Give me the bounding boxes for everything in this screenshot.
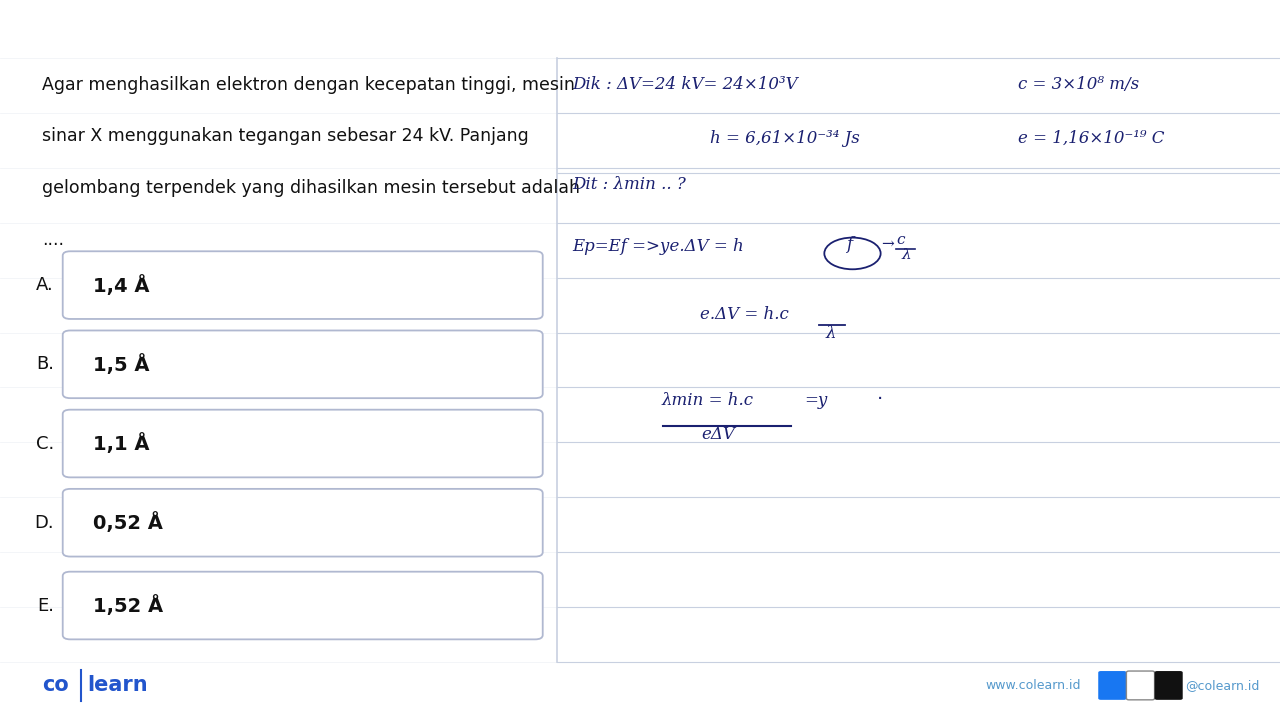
Text: Dit : λmin .. ?: Dit : λmin .. ? (572, 176, 686, 194)
Text: 0,52 Å: 0,52 Å (93, 512, 164, 534)
Text: gelombang terpendek yang dihasilkan mesin tersebut adalah: gelombang terpendek yang dihasilkan mesi… (42, 179, 580, 197)
Text: e.ΔV = h.c: e.ΔV = h.c (700, 306, 788, 323)
Text: sinar X menggunakan tegangan sebesar 24 kV. Panjang: sinar X menggunakan tegangan sebesar 24 … (42, 127, 529, 145)
Text: learn: learn (87, 675, 147, 696)
Text: 1,4 Å: 1,4 Å (93, 274, 150, 296)
Text: h = 6,61×10⁻³⁴ Js: h = 6,61×10⁻³⁴ Js (710, 130, 860, 147)
Text: λ: λ (901, 248, 911, 261)
Text: Agar menghasilkan elektron dengan kecepatan tinggi, mesin: Agar menghasilkan elektron dengan kecepa… (42, 76, 575, 94)
Text: eΔV: eΔV (701, 426, 735, 444)
Text: @colearn.id: @colearn.id (1185, 679, 1260, 692)
Text: c: c (896, 233, 905, 247)
Text: Dik : ΔV=24 kV= 24×10³V: Dik : ΔV=24 kV= 24×10³V (572, 76, 797, 93)
Text: C.: C. (36, 434, 54, 452)
FancyBboxPatch shape (63, 410, 543, 477)
FancyBboxPatch shape (63, 330, 543, 398)
FancyBboxPatch shape (63, 572, 543, 639)
Text: =у: =у (804, 392, 827, 410)
Text: →: → (881, 238, 893, 251)
Text: A.: A. (36, 276, 54, 294)
FancyBboxPatch shape (1155, 671, 1183, 700)
Text: D.: D. (35, 514, 54, 531)
Text: ....: .... (42, 231, 64, 249)
Text: e = 1,16×10⁻¹⁹ C: e = 1,16×10⁻¹⁹ C (1018, 130, 1164, 147)
FancyBboxPatch shape (63, 251, 543, 319)
Text: www.colearn.id: www.colearn.id (986, 679, 1082, 692)
Text: B.: B. (36, 355, 54, 373)
Text: f: f (846, 236, 852, 253)
Text: f: f (1110, 679, 1115, 692)
Text: c = 3×10⁸ m/s: c = 3×10⁸ m/s (1018, 76, 1139, 93)
Text: λmin = h.c: λmin = h.c (662, 392, 754, 410)
Text: O: O (1137, 680, 1144, 690)
Text: Ep=Ef =>уe.ΔV = h: Ep=Ef =>уe.ΔV = h (572, 238, 744, 255)
Text: λ: λ (826, 325, 836, 342)
Text: E.: E. (37, 596, 54, 614)
Text: 1,1 Å: 1,1 Å (93, 433, 150, 454)
Text: ·: · (877, 390, 883, 409)
Text: 1,5 Å: 1,5 Å (93, 354, 150, 375)
Text: co: co (42, 675, 69, 696)
FancyBboxPatch shape (1126, 671, 1155, 700)
FancyBboxPatch shape (1098, 671, 1126, 700)
Text: 1,52 Å: 1,52 Å (93, 595, 164, 616)
FancyBboxPatch shape (63, 489, 543, 557)
Text: ♪: ♪ (1165, 680, 1172, 690)
